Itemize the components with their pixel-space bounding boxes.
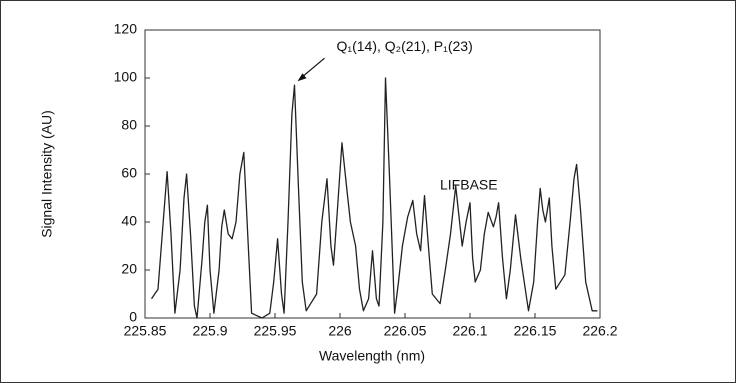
- x-tick-label: 226.2: [582, 323, 617, 339]
- annotation: LIFBASE: [440, 177, 498, 193]
- y-tick-label: 20: [121, 261, 137, 277]
- y-tick-label: 0: [129, 309, 137, 325]
- x-tick-label: 226.1: [452, 323, 487, 339]
- x-tick-label: 226.15: [514, 323, 557, 339]
- spectrum-line: [150, 77, 598, 319]
- annotation-arrowhead: [297, 73, 307, 82]
- x-axis-label: Wavelength (nm): [319, 348, 425, 364]
- y-tick-label: 80: [121, 117, 137, 133]
- y-axis-label: Signal Intensity (AU): [39, 110, 55, 238]
- plot-area: [144, 29, 601, 319]
- y-tick-label: 60: [121, 165, 137, 181]
- y-tick-label: 120: [114, 21, 138, 37]
- x-tick-label: 226: [328, 323, 352, 339]
- y-tick-label: 40: [121, 213, 137, 229]
- x-tick-label: 225.9: [192, 323, 227, 339]
- x-tick-label: 225.95: [254, 323, 297, 339]
- annotation: Q₁(14), Q₂(21), P₁(23): [337, 38, 473, 54]
- x-tick-label: 225.85: [124, 323, 167, 339]
- y-tick-label: 100: [114, 69, 138, 85]
- x-tick-label: 226.05: [384, 323, 427, 339]
